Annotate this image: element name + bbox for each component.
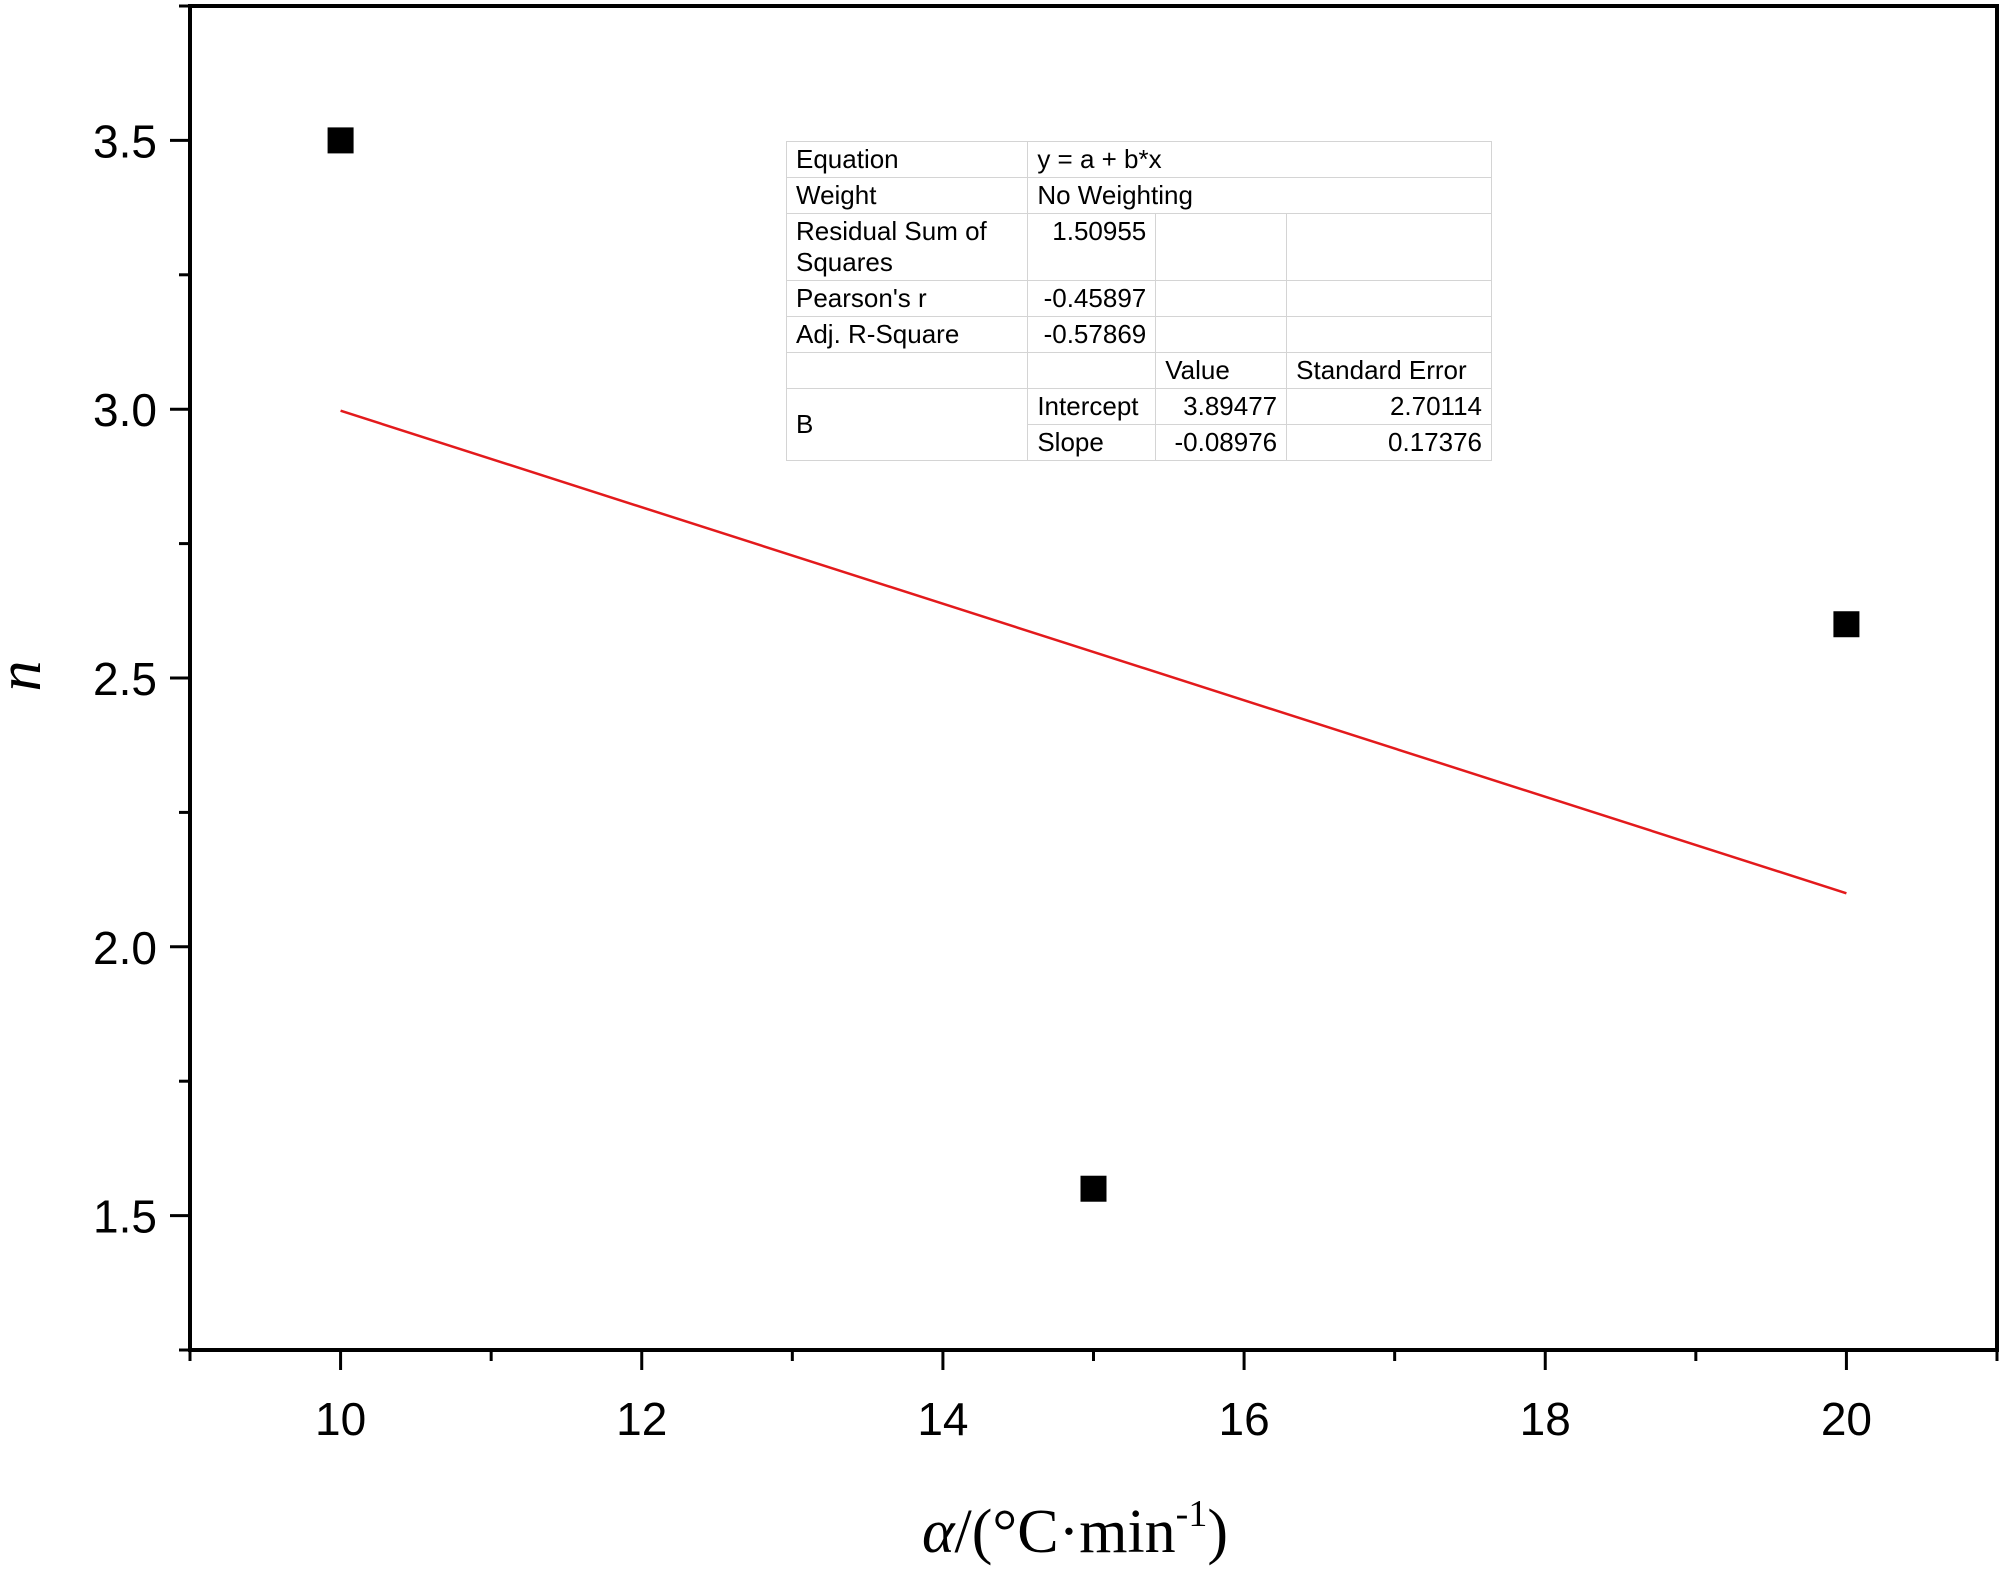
empty-cell bbox=[1155, 213, 1288, 281]
tick-labels-layer: 10 12 14 16 18 20 1.5 2.0 2.5 3.0 3.5 bbox=[93, 115, 1872, 1445]
axes-layer bbox=[170, 4, 1999, 1370]
x-tick-label: 16 bbox=[1218, 1393, 1269, 1445]
rss-label: Residual Sum of Squares bbox=[785, 213, 1029, 281]
intercept-row: B Intercept 3.89477 2.70114 bbox=[785, 388, 1492, 461]
data-point bbox=[327, 127, 354, 154]
x-tick-label: 12 bbox=[616, 1393, 667, 1445]
data-point bbox=[1833, 611, 1860, 638]
value-header: Value bbox=[1155, 352, 1288, 389]
group-label: B bbox=[785, 388, 1029, 461]
empty-cell bbox=[785, 352, 1029, 389]
points-layer bbox=[327, 127, 1860, 1202]
y-tick-label: 3.5 bbox=[93, 115, 157, 167]
weight-label: Weight bbox=[785, 177, 1029, 214]
fit-results-table: Equation y = a + b*x Weight No Weighting… bbox=[785, 141, 1492, 461]
rss-value: 1.50955 bbox=[1027, 213, 1157, 281]
fit-line-layer bbox=[340, 409, 1847, 895]
empty-cell bbox=[1286, 213, 1492, 281]
y-axis-title: n bbox=[0, 661, 54, 692]
data-point bbox=[1080, 1175, 1107, 1202]
adj-r2-label: Adj. R-Square bbox=[785, 316, 1029, 353]
slope-label: Slope bbox=[1027, 424, 1157, 461]
y-tick-label: 2.5 bbox=[93, 653, 157, 705]
weight-row: Weight No Weighting bbox=[785, 177, 1492, 214]
pearson-value: -0.45897 bbox=[1027, 280, 1157, 317]
empty-cell bbox=[1155, 316, 1288, 353]
y-tick-label: 1.5 bbox=[93, 1191, 157, 1243]
equation-value: y = a + b*x bbox=[1027, 141, 1492, 178]
weight-value: No Weighting bbox=[1027, 177, 1492, 214]
y-tick-label: 3.0 bbox=[93, 384, 157, 436]
empty-cell bbox=[1027, 352, 1157, 389]
intercept-value: 3.89477 bbox=[1155, 388, 1288, 425]
equation-label: Equation bbox=[785, 141, 1029, 178]
x-tick-label: 14 bbox=[917, 1393, 968, 1445]
header-row: Value Standard Error bbox=[785, 352, 1492, 389]
slope-error: 0.17376 bbox=[1286, 424, 1492, 461]
rss-row: Residual Sum of Squares 1.50955 bbox=[785, 213, 1492, 281]
slope-row: Slope -0.08976 0.17376 bbox=[787, 424, 1492, 461]
equation-row: Equation y = a + b*x bbox=[785, 141, 1492, 178]
adj-r2-value: -0.57869 bbox=[1027, 316, 1157, 353]
x-tick-label: 10 bbox=[315, 1393, 366, 1445]
std-error-header: Standard Error bbox=[1286, 352, 1492, 389]
intercept-label: Intercept bbox=[1027, 388, 1157, 425]
x-tick-label: 18 bbox=[1520, 1393, 1571, 1445]
pearson-label: Pearson's r bbox=[785, 280, 1029, 317]
fit-line bbox=[340, 409, 1847, 895]
empty-cell bbox=[1286, 316, 1492, 353]
pearson-row: Pearson's r -0.45897 bbox=[785, 280, 1492, 317]
empty-cell bbox=[1155, 280, 1288, 317]
y-tick-label: 2.0 bbox=[93, 922, 157, 974]
slope-value: -0.08976 bbox=[1155, 424, 1288, 461]
empty-cell bbox=[1286, 280, 1492, 317]
adj-r2-row: Adj. R-Square -0.57869 bbox=[785, 316, 1492, 353]
intercept-error: 2.70114 bbox=[1286, 388, 1492, 425]
x-tick-label: 20 bbox=[1821, 1393, 1872, 1445]
x-axis-title: α/(°C·min-1) bbox=[922, 1493, 1228, 1566]
